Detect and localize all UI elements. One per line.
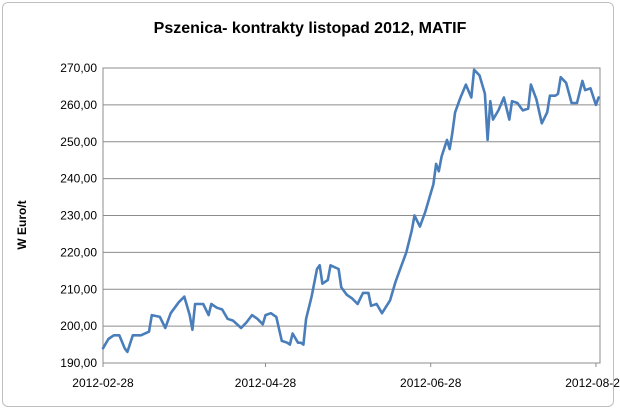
chart-title: Pszenica- kontrakty listopad 2012, MATIF bbox=[153, 20, 467, 37]
y-tick-label: 220,00 bbox=[60, 245, 97, 259]
x-tick-label: 2012-06-28 bbox=[400, 376, 462, 390]
x-tick-label: 2012-02-28 bbox=[72, 376, 134, 390]
y-tick-label: 260,00 bbox=[60, 98, 97, 112]
x-tick-label: 2012-04-28 bbox=[235, 376, 297, 390]
y-tick-label: 230,00 bbox=[60, 209, 97, 223]
y-tick-label: 190,00 bbox=[60, 356, 97, 370]
y-tick-label: 270,00 bbox=[60, 61, 97, 75]
y-tick-label: 200,00 bbox=[60, 319, 97, 333]
x-tick-label: 2012-08-28 bbox=[565, 376, 620, 390]
plot-border bbox=[102, 67, 601, 364]
y-tick-label: 240,00 bbox=[60, 172, 97, 186]
chart-frame bbox=[2, 2, 614, 407]
series-line bbox=[101, 68, 600, 354]
y-tick-label: 250,00 bbox=[60, 135, 97, 149]
y-tick-label: 210,00 bbox=[60, 282, 97, 296]
